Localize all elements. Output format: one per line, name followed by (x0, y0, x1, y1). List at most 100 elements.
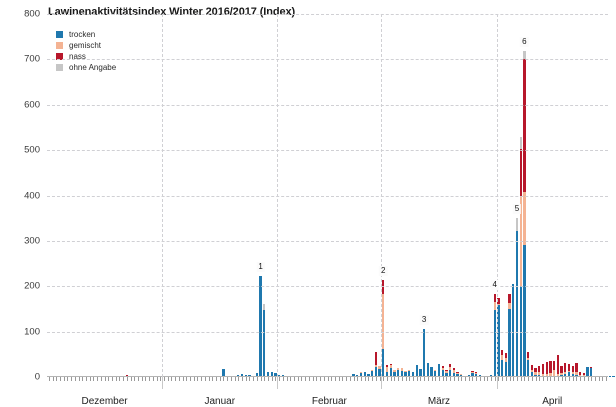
x-axis-day-tick (580, 377, 582, 381)
bar-stack (445, 369, 448, 377)
bar-segment-trocken (497, 305, 500, 377)
x-axis-day-tick (357, 377, 359, 381)
x-axis-day-tick (60, 377, 61, 381)
bar-stack (612, 376, 615, 377)
legend-swatch-icon (56, 42, 63, 49)
bar-segment-nass (445, 369, 448, 371)
bar-segment-nass (519, 149, 522, 196)
bar-segment-trocken (567, 372, 571, 377)
bar-segment-nass (456, 371, 459, 373)
x-axis-day-tick (453, 377, 455, 381)
x-axis-day-tick (301, 377, 303, 381)
bar-stack (519, 137, 522, 377)
bar-stack (467, 374, 470, 377)
x-axis-day-tick (342, 377, 344, 381)
bar-stack (512, 283, 515, 377)
bar-segment-trocken (278, 374, 281, 377)
x-axis-day-tick (535, 377, 537, 381)
x-axis-day-tick (435, 377, 437, 381)
x-axis-day-tick (204, 377, 206, 381)
bar-stack (393, 369, 396, 377)
bar-segment-gemischt (474, 373, 478, 375)
x-axis-day-tick (509, 377, 511, 381)
bar-stack (422, 328, 426, 377)
bar-stack (396, 367, 400, 377)
x-axis-day-tick (219, 377, 221, 381)
bar-segment-trocken (419, 368, 422, 377)
x-axis-day-tick (561, 377, 563, 381)
bar-segment-trocken (530, 372, 533, 377)
bar-segment-gemischt (456, 372, 459, 375)
bar-segment-trocken (382, 348, 385, 377)
bar-stack (385, 365, 389, 377)
bar-segment-gemischt (538, 371, 541, 376)
x-axis-month-label: März (427, 396, 451, 407)
bar-stack (448, 364, 452, 377)
x-axis-day-tick (104, 377, 106, 381)
x-axis-day-tick (320, 377, 322, 381)
bar-segment-gemischt (564, 371, 567, 375)
bar-stack (456, 371, 459, 377)
y-axis-tick-label: 600 (24, 99, 40, 111)
bar-stack (549, 360, 552, 377)
bar-segment-trocken (274, 372, 277, 377)
x-axis-day-tick (375, 377, 377, 381)
bar-segment-trocken (263, 309, 266, 377)
bar-segment-nass (530, 365, 533, 370)
bar-segment-trocken (434, 370, 437, 377)
x-axis-day-tick (156, 377, 158, 381)
bar-segment-gemischt (560, 373, 563, 376)
bar-segment-gemischt (523, 191, 526, 246)
bar-segment-gemischt (382, 293, 385, 349)
x-axis-day-tick (412, 377, 414, 381)
x-axis-day-tick (245, 377, 247, 381)
bar-segment-gemischt (497, 303, 500, 306)
y-axis-tick-label: 0 (34, 371, 40, 383)
x-axis-day-tick (238, 377, 240, 381)
gridline-horizontal (47, 14, 608, 15)
x-axis-day-tick (145, 377, 147, 381)
month-separator (381, 377, 383, 389)
legend-swatch-icon (56, 64, 63, 71)
legend-item: trocken (56, 29, 116, 40)
bar-segment-trocken (586, 367, 589, 377)
x-axis-day-tick (123, 377, 125, 381)
gridline-vertical (162, 14, 164, 377)
bar-segment-ohne-angabe (515, 218, 519, 231)
bar-stack (556, 355, 559, 377)
x-axis-day-tick (67, 377, 69, 381)
x-axis-day-tick (253, 377, 255, 381)
bar-segment-nass (564, 363, 567, 372)
legend-item: ohne Angabe (56, 62, 116, 73)
bar-stack (415, 365, 418, 377)
bar-segment-nass (549, 360, 552, 374)
x-axis-day-tick (502, 377, 504, 381)
bar-segment-trocken (564, 374, 567, 377)
bar-segment-nass (567, 364, 571, 371)
x-axis-day-tick (286, 377, 288, 381)
x-axis-day-tick (568, 377, 570, 381)
bar-segment-trocken (452, 373, 455, 377)
bar-segment-nass (541, 364, 545, 375)
bar-segment-gemischt (534, 372, 537, 376)
bar-stack (452, 367, 455, 377)
x-axis-day-tick (505, 377, 507, 381)
x-axis-day-tick (565, 377, 567, 381)
x-axis-day-tick (398, 377, 400, 381)
bar-segment-trocken (590, 368, 593, 377)
x-axis-month-label: Dezember (81, 396, 128, 407)
y-axis-tick-label: 100 (24, 326, 40, 338)
x-axis-day-tick (82, 377, 84, 381)
bar-segment-trocken (493, 309, 496, 377)
bar-stack (571, 366, 574, 377)
bar-stack (389, 364, 392, 377)
bar-stack (266, 371, 270, 377)
x-axis-day-tick (78, 377, 80, 381)
x-axis-day-tick (446, 377, 448, 381)
bar-stack (590, 367, 593, 377)
x-axis-day-tick (197, 377, 199, 381)
x-axis-day-tick (516, 377, 518, 381)
bar-segment-trocken (456, 374, 459, 377)
x-axis-day-tick (97, 377, 99, 381)
x-axis-day-tick (479, 377, 481, 381)
